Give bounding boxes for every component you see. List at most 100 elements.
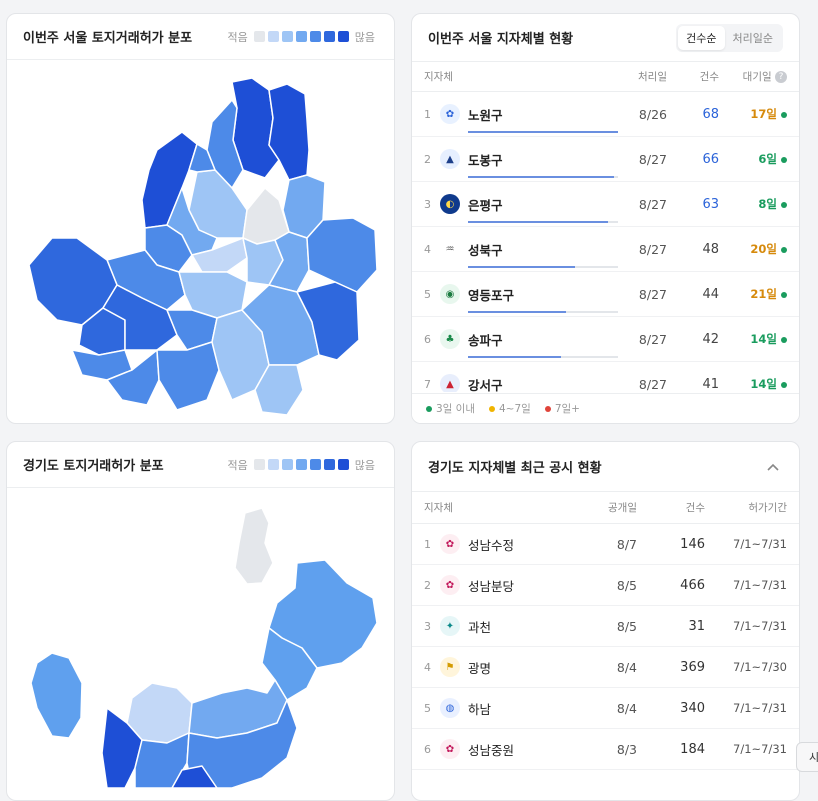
row-wait: 14일 xyxy=(719,376,787,392)
question-icon[interactable]: ? xyxy=(775,71,787,83)
yellow-dot-icon xyxy=(489,406,495,412)
district-logo-icon: ✿ xyxy=(440,104,460,124)
row-date: 8/7 xyxy=(616,536,637,552)
row-date: 8/4 xyxy=(616,700,637,716)
row-count: 63 xyxy=(702,196,719,212)
region-gapyeong[interactable] xyxy=(268,559,378,669)
row-date: 8/27 xyxy=(638,241,667,257)
gyeonggi-map[interactable] xyxy=(7,488,394,800)
row-date: 8/27 xyxy=(638,151,667,167)
seoul-map-header: 이번주 서울 토지거래허가 분포 적음 많음 xyxy=(7,14,394,60)
row-name[interactable]: 광명 xyxy=(468,660,492,676)
table-row[interactable]: 2 ✿ 성남분당 8/5 466 7/1~7/31 xyxy=(412,565,799,606)
row-name[interactable]: 성남중원 xyxy=(468,742,515,758)
row-rank: 4 xyxy=(424,660,431,674)
row-date: 8/3 xyxy=(616,741,637,757)
district-gwanak[interactable] xyxy=(156,341,220,411)
count-bar-fill xyxy=(468,131,618,133)
district-seocho-south[interactable] xyxy=(254,364,304,416)
row-wait: 8일 xyxy=(719,196,787,212)
district-logo-icon: ◉ xyxy=(440,284,460,304)
district-logo-icon: ♣ xyxy=(440,329,460,349)
gyeonggi-table-head: 지자체 공개일 건수 허가기간 xyxy=(412,492,799,524)
row-count: 66 xyxy=(702,151,719,167)
row-name[interactable]: 영등포구 xyxy=(468,287,515,303)
row-count: 369 xyxy=(680,659,705,675)
row-name-cell: ◐ 은평구 xyxy=(440,194,618,223)
row-name[interactable]: 성북구 xyxy=(468,242,503,258)
sort-by-count-button[interactable]: 건수순 xyxy=(678,25,725,50)
row-name[interactable]: 과천 xyxy=(468,619,492,635)
status-dot-icon xyxy=(781,381,787,388)
count-bar-fill xyxy=(468,266,575,268)
city-logo-icon: ✿ xyxy=(440,739,460,759)
legend-swatch-2 xyxy=(267,31,279,42)
row-rank: 2 xyxy=(424,578,431,592)
count-bar xyxy=(468,221,618,223)
row-count: 466 xyxy=(680,577,705,593)
row-count: 31 xyxy=(688,618,705,634)
row-name[interactable]: 성남분당 xyxy=(468,578,515,594)
table-row[interactable]: 6 ✿ 성남중원 8/3 184 7/1~7/31 xyxy=(412,729,799,770)
chevron-up-icon[interactable] xyxy=(763,457,783,477)
row-name-cell: ✦ 과천 xyxy=(440,616,577,636)
region-yeoncheon[interactable] xyxy=(234,507,274,585)
row-rank: 1 xyxy=(424,107,431,121)
table-row[interactable]: 7 ▲ 강서구 8/27 41 14일 xyxy=(412,362,799,392)
district-gangdong[interactable] xyxy=(306,217,378,293)
district-jongno[interactable] xyxy=(166,187,218,256)
col-count[interactable]: 건수 xyxy=(685,502,705,514)
wait-legend: 3일 이내 4~7일 7일+ xyxy=(412,393,799,423)
table-row[interactable]: 1 ✿ 성남수정 8/7 146 7/1~7/31 xyxy=(412,524,799,565)
row-name[interactable]: 하남 xyxy=(468,701,492,717)
table-row[interactable]: 3 ✦ 과천 8/5 31 7/1~7/31 xyxy=(412,606,799,647)
row-name[interactable]: 송파구 xyxy=(468,332,503,348)
col-wait[interactable]: 대기일 ? xyxy=(719,69,787,84)
district-gwangjin[interactable] xyxy=(268,231,310,293)
seoul-map[interactable] xyxy=(7,60,394,423)
col-count[interactable]: 건수 xyxy=(699,71,719,83)
table-row[interactable]: 2 ▲ 도봉구 8/27 66 6일 xyxy=(412,137,799,182)
table-row[interactable]: 5 ◉ 영등포구 8/27 44 21일 xyxy=(412,272,799,317)
legend-low-label: 적음 xyxy=(227,30,248,44)
row-name[interactable]: 노원구 xyxy=(468,107,503,123)
table-row[interactable]: 5 ◍ 하남 8/4 340 7/1~7/31 xyxy=(412,688,799,729)
col-date[interactable]: 처리일 xyxy=(638,71,667,83)
table-row[interactable]: 4 ♒ 성북구 8/27 48 20일 xyxy=(412,227,799,272)
region-ganghwa[interactable] xyxy=(30,652,83,739)
region-namyangju[interactable] xyxy=(261,627,318,701)
row-name[interactable]: 도봉구 xyxy=(468,152,503,168)
row-period: 7/1~7/31 xyxy=(733,578,787,592)
col-date[interactable]: 공개일 xyxy=(608,502,637,514)
legend-swatch-6 xyxy=(323,31,335,42)
col-wait-label: 대기일 xyxy=(742,71,772,83)
legend-swatch-1 xyxy=(253,459,265,470)
row-name[interactable]: 강서구 xyxy=(468,377,503,393)
gyeonggi-map-legend: 적음 많음 xyxy=(225,457,379,473)
table-row[interactable]: 6 ♣ 송파구 8/27 42 14일 xyxy=(412,317,799,362)
district-songpa[interactable] xyxy=(296,281,360,361)
row-name[interactable]: 성남수정 xyxy=(468,537,515,553)
row-period: 7/1~7/30 xyxy=(733,660,787,674)
gyeonggi-map-svg xyxy=(30,507,378,789)
red-dot-icon xyxy=(544,406,551,412)
row-name[interactable]: 은평구 xyxy=(468,197,503,213)
row-rank: 5 xyxy=(424,701,431,715)
row-name-cell: ✿ 노원구 xyxy=(440,104,618,133)
table-row[interactable]: 4 ⚑ 광명 8/4 369 7/1~7/30 xyxy=(412,647,799,688)
status-dot-icon xyxy=(781,111,787,118)
district-logo-icon: ▲ xyxy=(440,149,460,169)
table-row[interactable]: 1 ✿ 노원구 8/26 68 17일 xyxy=(412,92,799,137)
region-gimpo[interactable] xyxy=(101,707,143,789)
table-row[interactable]: 3 ◐ 은평구 8/27 63 8일 xyxy=(412,182,799,227)
count-bar xyxy=(468,356,618,358)
district-gangbuk-north[interactable] xyxy=(188,143,216,173)
row-rank: 3 xyxy=(424,197,431,211)
seoul-map-card: 이번주 서울 토지거래허가 분포 적음 많음 xyxy=(6,13,395,424)
legend-swatch-5 xyxy=(309,31,321,42)
seoul-map-legend: 적음 많음 xyxy=(225,29,379,45)
sort-by-date-button[interactable]: 처리일순 xyxy=(732,31,773,45)
row-name-cell: ⚑ 광명 xyxy=(440,657,577,677)
col-period[interactable]: 허가기간 xyxy=(748,502,787,514)
side-edge-button[interactable]: 시 xyxy=(796,742,818,772)
